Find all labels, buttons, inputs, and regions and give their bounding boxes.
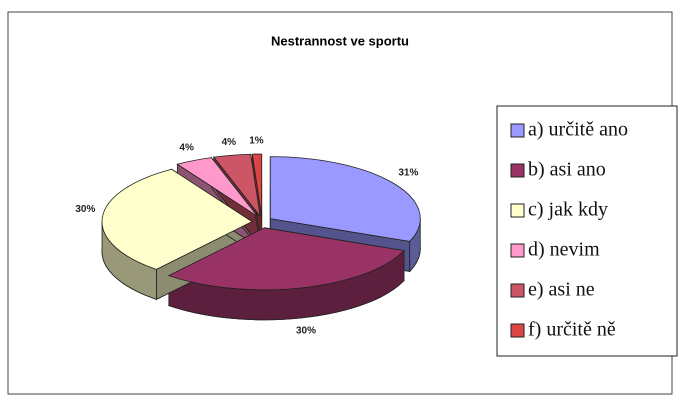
legend-label: e) asi ne — [528, 279, 595, 301]
slice — [167, 227, 405, 291]
legend-swatch — [510, 123, 525, 138]
data-label: 4% — [222, 137, 237, 148]
legend-swatch — [510, 163, 525, 178]
data-label: 1% — [249, 136, 264, 147]
slice — [213, 153, 261, 218]
data-label: 30% — [296, 326, 316, 337]
slice — [269, 156, 421, 242]
legend-swatch — [510, 283, 525, 298]
pie — [101, 153, 421, 321]
legend-label: d) nevim — [528, 239, 600, 261]
legend-swatch — [510, 203, 525, 218]
legend-label: a) určitě ano — [528, 119, 628, 141]
legend-label: b) asi ano — [528, 159, 606, 181]
legend-label: f) určitě ně — [528, 319, 616, 341]
slice — [101, 168, 253, 270]
data-label: 30% — [75, 204, 95, 215]
chart-title: Nestrannost ve sportu — [271, 33, 409, 48]
data-label: 31% — [398, 168, 418, 179]
legend-label: c) jak kdy — [528, 199, 608, 221]
data-label: 4% — [179, 142, 194, 153]
legend-swatch — [510, 243, 525, 258]
legend-swatch — [510, 323, 525, 338]
slice — [176, 157, 259, 217]
slice — [251, 153, 263, 217]
legend-box — [496, 105, 678, 357]
